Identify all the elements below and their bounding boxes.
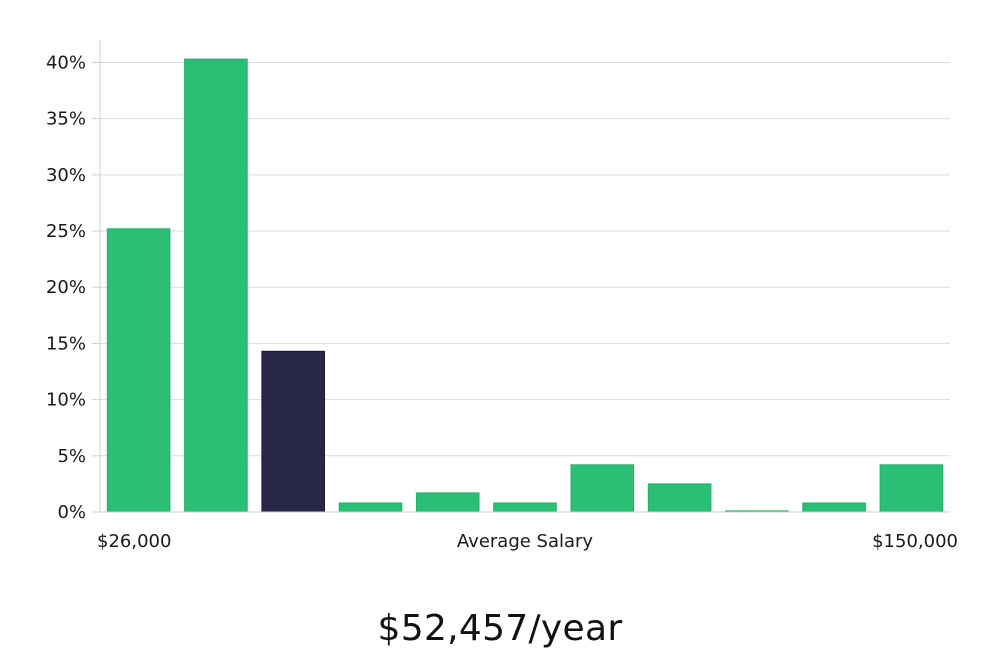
average-salary-headline: $52,457/year: [377, 608, 623, 649]
bar: [647, 483, 712, 513]
bar: [415, 492, 480, 513]
x-axis-min-label: $26,000: [97, 531, 171, 552]
y-tick-label: 40%: [46, 52, 86, 73]
y-tick-label: 0%: [57, 502, 86, 523]
x-axis-title: Average Salary: [457, 531, 594, 552]
salary-histogram: 0% 5% 10% 15% 20% 25% 30% 35% 40% $26,000 Averag…: [46, 40, 958, 552]
bar: [570, 464, 635, 513]
y-tick-label: 5%: [57, 446, 86, 467]
y-tick-label: 35%: [46, 109, 86, 130]
x-axis-max-label: $150,000: [872, 531, 958, 552]
bar: [879, 464, 944, 513]
y-tick-label: 20%: [46, 277, 86, 298]
y-tick-label: 25%: [46, 221, 86, 242]
bar: [184, 58, 248, 513]
bar: [338, 502, 403, 513]
y-tick-label: 10%: [46, 390, 86, 411]
bar: [106, 228, 171, 513]
bar: [802, 502, 866, 513]
bars: [106, 58, 944, 513]
y-tick-label: 30%: [46, 165, 86, 186]
bar: [493, 502, 557, 513]
bar-highlighted: [261, 350, 325, 513]
y-tick-label: 15%: [46, 333, 86, 354]
y-axis-ticks: 0% 5% 10% 15% 20% 25% 30% 35% 40%: [46, 52, 100, 523]
